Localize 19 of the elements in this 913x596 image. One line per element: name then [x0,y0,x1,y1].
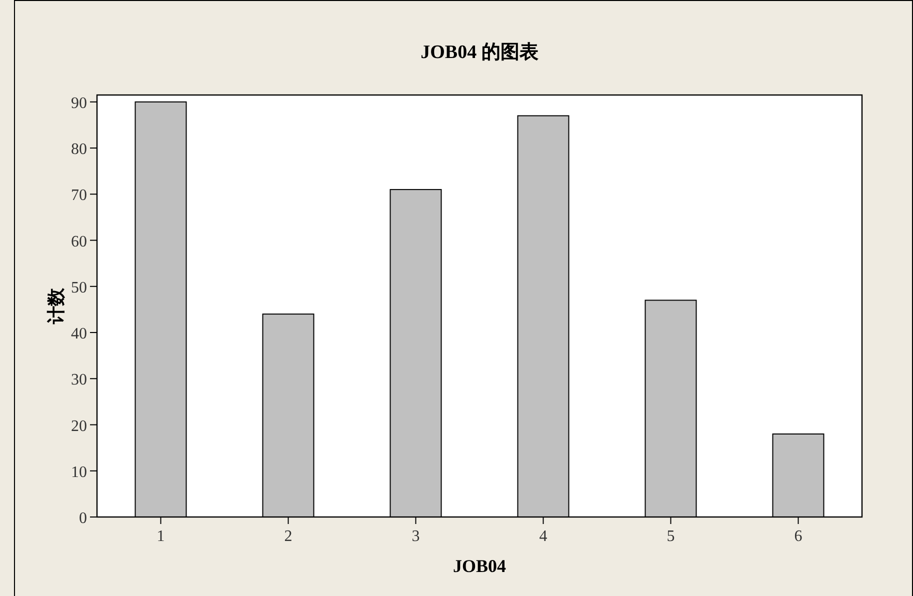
x-tick-label: 6 [794,528,802,545]
x-axis-title: JOB04 [452,556,506,576]
x-tick-label: 2 [284,528,292,545]
y-tick-label: 20 [71,418,87,435]
y-tick-label: 10 [71,464,87,481]
chart-title: JOB04 的图表 [420,41,540,63]
x-tick-label: 5 [666,528,675,545]
y-tick-label: 80 [71,141,87,158]
y-tick-label: 40 [71,326,87,343]
y-tick-label: 0 [79,510,87,527]
y-tick-label: 60 [71,233,87,250]
y-tick-label: 50 [71,279,87,296]
x-tick-label: 4 [539,528,548,545]
y-tick-label: 30 [71,372,87,389]
x-tick-label: 1 [156,528,165,545]
y-axis-title: 计数 [46,287,66,325]
x-tick-label: 3 [412,528,420,545]
y-tick-label: 90 [71,94,87,112]
y-tick-label: 70 [71,187,87,204]
